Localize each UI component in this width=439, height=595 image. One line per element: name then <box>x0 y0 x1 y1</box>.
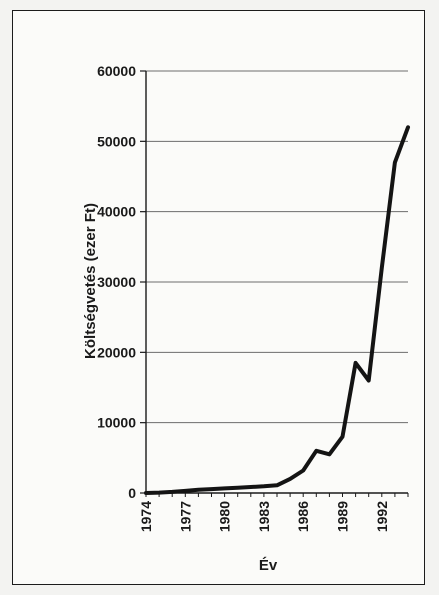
x-tick-label: 1974 <box>138 501 154 532</box>
x-tick-label: 1977 <box>177 501 193 532</box>
y-tick-label: 50000 <box>97 133 136 149</box>
y-tick-labels: 0 10000 20000 30000 40000 50000 60000 <box>97 63 136 501</box>
series <box>144 125 410 495</box>
gridlines <box>146 70 408 424</box>
x-tick-label: 1983 <box>256 501 272 532</box>
x-tick-labels: 1974 1977 1980 1983 1986 1989 1992 <box>138 501 390 532</box>
y-axis-label: Költségvetés (ezer Ft) <box>82 203 99 359</box>
y-tick-label: 60000 <box>97 63 136 79</box>
x-tick-label: 1992 <box>374 501 390 532</box>
y-tick-label: 0 <box>128 485 136 501</box>
y-tick-label: 20000 <box>97 344 136 360</box>
series-line-0 <box>144 125 410 495</box>
y-tick-label: 10000 <box>97 415 136 431</box>
y-tick-label: 30000 <box>97 274 136 290</box>
x-axis-label: Év <box>259 557 278 574</box>
x-tick-label: 1980 <box>217 501 233 532</box>
axes <box>140 70 409 497</box>
y-tick-label: 40000 <box>97 204 136 220</box>
x-tick-label: 1989 <box>335 501 351 532</box>
x-tick-label: 1986 <box>295 501 311 532</box>
